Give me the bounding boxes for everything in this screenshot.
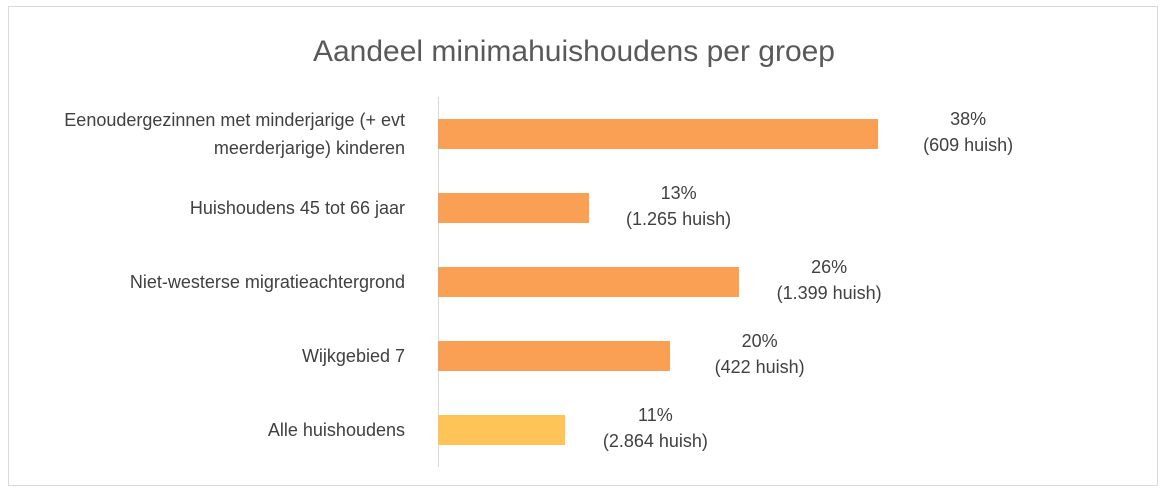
- category-label: Niet-westerse migratieachtergrond: [129, 272, 405, 292]
- bar: [438, 415, 566, 445]
- bar: [438, 193, 589, 223]
- count-label: (422 huish): [714, 357, 805, 377]
- value-label: 11%: [638, 405, 673, 425]
- count-label: (609 huish): [923, 135, 1014, 155]
- chart-title: Aandeel minimahuishoudens per groep: [312, 35, 835, 68]
- chart-frame: Aandeel minimahuishoudens per groep: [8, 6, 1158, 486]
- bar: [438, 267, 740, 297]
- bar: [438, 341, 670, 371]
- value-label: 26%: [811, 257, 848, 277]
- count-label: (2.864 huish): [602, 431, 708, 451]
- bar: [438, 119, 879, 149]
- count-label: (1.399 huish): [776, 283, 882, 303]
- category-label: Alle huishoudens: [267, 420, 405, 440]
- value-label: 13%: [660, 183, 697, 203]
- category-label: Eenoudergezinnen met minderjarige (+ evt…: [64, 110, 405, 158]
- category-label: Huishoudens 45 tot 66 jaar: [189, 198, 405, 218]
- category-label: Wijkgebied 7: [301, 346, 405, 366]
- value-label: 38%: [950, 109, 987, 129]
- value-label: 20%: [741, 331, 778, 351]
- count-label: (1.265 huish): [626, 209, 732, 229]
